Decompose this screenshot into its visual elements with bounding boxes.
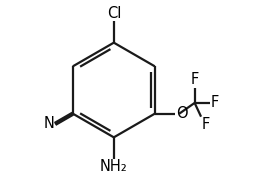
- Text: F: F: [190, 72, 199, 87]
- Text: Cl: Cl: [107, 6, 121, 21]
- Text: F: F: [211, 95, 219, 110]
- Text: O: O: [176, 106, 188, 121]
- Text: NH₂: NH₂: [100, 159, 128, 174]
- Text: F: F: [201, 117, 210, 132]
- Text: N: N: [43, 116, 54, 131]
